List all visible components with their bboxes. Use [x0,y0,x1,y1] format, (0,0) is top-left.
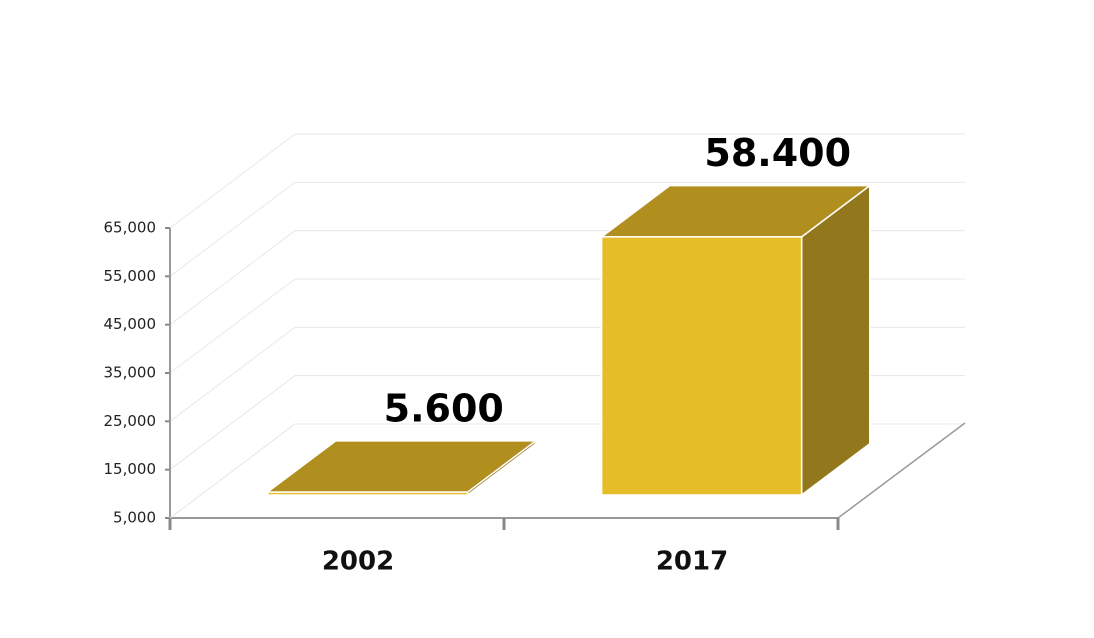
y-tick-label: 5,000 [113,509,156,527]
value-label: 58.400 [704,131,851,175]
y-tick-label: 65,000 [104,219,157,237]
grid-line [169,133,965,229]
y-tick-label: 25,000 [104,412,157,430]
value-label: 5.600 [384,386,504,430]
floor-edge [169,423,296,519]
grid-line [169,181,965,277]
bar-front [266,491,469,496]
x-tick-label: 2017 [656,547,728,577]
bar-front [600,236,803,496]
bar-side [800,184,871,497]
floor-edge [837,422,966,519]
y-tick-label: 35,000 [104,364,157,382]
bar [265,439,538,497]
x-tick-label: 2002 [322,547,394,577]
y-tick-label: 55,000 [104,267,157,285]
y-tick-label: 15,000 [104,460,157,478]
bar [599,184,872,497]
bar-top [265,440,538,493]
y-tick-label: 45,000 [104,315,157,333]
